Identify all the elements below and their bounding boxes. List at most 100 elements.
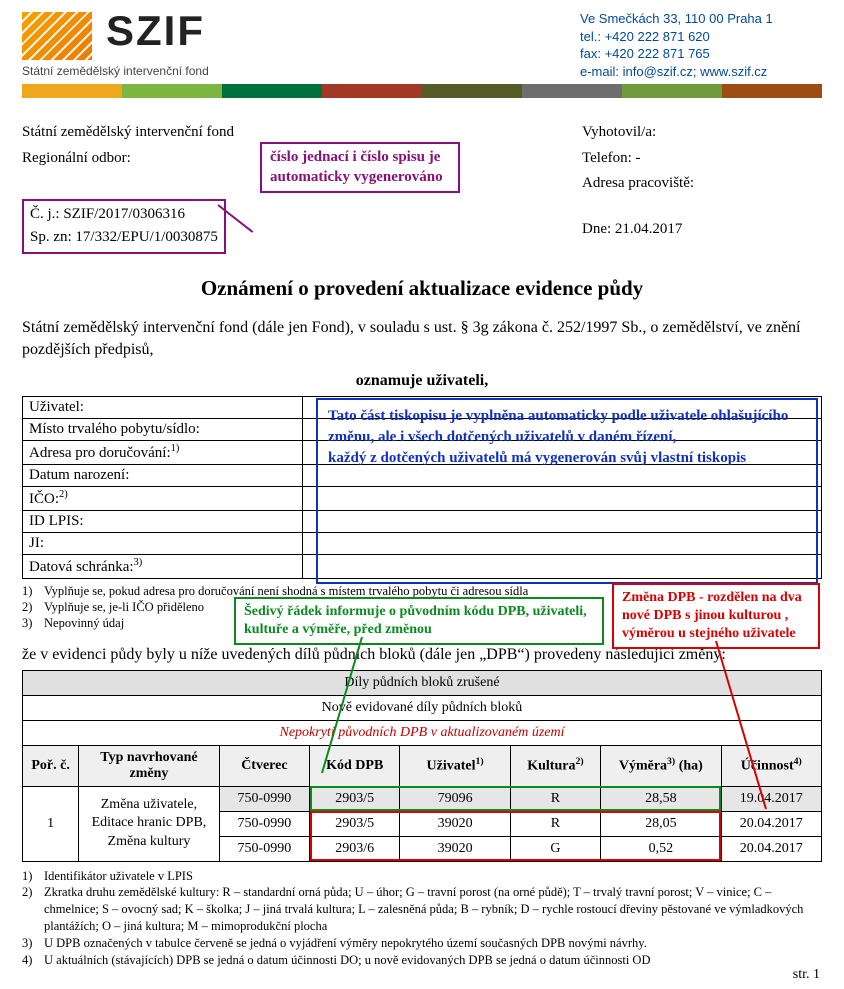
cell-ctverec: 750-0990	[219, 786, 309, 811]
foot-notes: 1)Identifikátor uživatele v LPIS2)Zkratk…	[22, 868, 822, 969]
col-vymera-unit: (ha)	[675, 759, 703, 774]
changes-table: Díly půdních bloků zrušené Nově evidovan…	[22, 670, 822, 862]
callout-green-text: Šedivý řádek informuje o původním kódu D…	[244, 604, 587, 637]
user-row-label: Uživatel:	[23, 396, 303, 418]
page-title: Oznámení o provedení aktualizace evidenc…	[22, 276, 822, 301]
col-uzivatel: Uživatel1)	[400, 745, 510, 786]
header: SZIF Státní zemědělský intervenční fond …	[0, 0, 844, 100]
callout-magenta-text: číslo jednací i číslo spisu je automatic…	[270, 149, 443, 185]
top-right-col: Vyhotovil/a: Telefon: - Adresa pracovišt…	[582, 120, 822, 254]
stripe-seg	[222, 84, 322, 98]
user-row-label: Adresa pro doručování:1)	[23, 440, 303, 464]
cell-ucin: 19.04.2017	[721, 786, 821, 811]
stripe-seg	[622, 84, 722, 98]
stripe-seg	[522, 84, 622, 98]
stripe-seg	[722, 84, 822, 98]
top-info: Státní zemědělský intervenční fond Regio…	[22, 120, 822, 254]
reference-box: Č. j.: SZIF/2017/0306316 Sp. zn: 17/332/…	[22, 199, 226, 254]
sp-line: Sp. zn: 17/332/EPU/1/0030875	[30, 226, 218, 249]
contact-email-line: e-mail: info@szif.cz; www.szif.cz	[580, 63, 773, 81]
dne-label: Dne:	[582, 221, 615, 237]
user-row-label: Místo trvalého pobytu/sídlo:	[23, 418, 303, 440]
changes-table-wrap: Díly půdních bloků zrušené Nově evidovan…	[22, 670, 822, 862]
cell-kult: G	[510, 836, 600, 861]
user-table-wrap: Uživatel:Místo trvalého pobytu/sídlo:Adr…	[22, 396, 822, 579]
cell-kult: R	[510, 811, 600, 836]
announce-text: oznamuje uživateli,	[22, 372, 822, 390]
row-type: Změna uživatele,Editace hranic DPB,Změna…	[79, 786, 220, 861]
contact-www-link[interactable]: www.szif.cz	[700, 64, 767, 79]
col-vymera-label: Výměra	[619, 759, 667, 774]
stripe-seg	[22, 84, 122, 98]
logo-subtitle: Státní zemědělský intervenční fond	[22, 64, 209, 78]
cell-ucin: 20.04.2017	[721, 836, 821, 861]
cell-vym: 28,05	[601, 811, 721, 836]
user-row-label: Datum narození:	[23, 464, 303, 486]
callout-blue: Tato část tiskopisu je vyplněna automati…	[316, 398, 818, 584]
telefon-line: Telefon: -	[582, 146, 822, 172]
contact-fax: fax: +420 222 871 765	[580, 45, 773, 63]
cj-label: Č. j.:	[30, 206, 63, 222]
cell-kod: 2903/6	[310, 836, 400, 861]
cell-uziv: 39020	[400, 811, 510, 836]
dne-value: 21.04.2017	[615, 221, 683, 237]
user-row-label: JI:	[23, 532, 303, 554]
col-ucinnost-label: Účinnost	[741, 759, 794, 774]
contact-fax-label: fax:	[580, 46, 605, 61]
cell-kult: R	[510, 786, 600, 811]
logo-mark-icon	[22, 12, 92, 60]
band-cancelled: Díly půdních bloků zrušené	[23, 670, 822, 695]
contact-block: Ve Smečkách 33, 110 00 Praha 1 tel.: +42…	[580, 10, 773, 80]
col-kod: Kód DPB	[310, 745, 400, 786]
sup: 1)	[475, 756, 483, 767]
cj-line: Č. j.: SZIF/2017/0306316	[30, 203, 218, 226]
color-stripe	[22, 84, 822, 98]
col-uzivatel-label: Uživatel	[427, 759, 476, 774]
intro-text: Státní zemědělský intervenční fond (dále…	[22, 317, 822, 362]
col-kultura-label: Kultura	[527, 759, 575, 774]
sup: 4)	[794, 756, 802, 767]
col-kultura: Kultura2)	[510, 745, 600, 786]
contact-email-link[interactable]: info@szif.cz	[623, 64, 693, 79]
contact-fax-value: +420 222 871 765	[605, 46, 710, 61]
callout-magenta: číslo jednací i číslo spisu je automatic…	[260, 142, 460, 193]
cell-kod: 2903/5	[310, 786, 400, 811]
logo-acronym: SZIF	[106, 12, 205, 50]
sp-value: 17/332/EPU/1/0030875	[75, 229, 218, 245]
logo: SZIF	[22, 12, 205, 60]
spacer	[582, 197, 822, 217]
page-number: str. 1	[793, 967, 820, 983]
stripe-seg	[122, 84, 222, 98]
row-num: 1	[23, 786, 79, 861]
sup: 3)	[667, 756, 675, 767]
page-content: Státní zemědělský intervenční fond Regio…	[0, 100, 844, 989]
col-typ: Typ navrhované změny	[79, 745, 220, 786]
cell-uziv: 79096	[400, 786, 510, 811]
cj-value: SZIF/2017/0306316	[63, 206, 185, 222]
sup: 2)	[575, 756, 583, 767]
band-new: Nově evidované díly půdních bloků	[23, 695, 822, 720]
stripe-seg	[422, 84, 522, 98]
contact-tel: tel.: +420 222 871 620	[580, 28, 773, 46]
col-ucinnost: Účinnost4)	[721, 745, 821, 786]
callout-green: Šedivý řádek informuje o původním kódu D…	[234, 597, 604, 645]
region-label: Regionální odbor:	[22, 150, 131, 166]
dne-line: Dne: 21.04.2017	[582, 217, 822, 243]
vyhotovil-line: Vyhotovil/a:	[582, 120, 822, 146]
contact-address: Ve Smečkách 33, 110 00 Praha 1	[580, 10, 773, 28]
top-left-col: Státní zemědělský intervenční fond Regio…	[22, 120, 582, 254]
contact-tel-value: +420 222 871 620	[605, 29, 710, 44]
cell-vym: 28,58	[601, 786, 721, 811]
col-por: Poř. č.	[23, 745, 79, 786]
cell-uziv: 39020	[400, 836, 510, 861]
logo-text: SZIF	[106, 12, 205, 50]
cell-kod: 2903/5	[310, 811, 400, 836]
band-uncovered: Nepokrytí původních DPB v aktualizovaném…	[23, 720, 822, 745]
stripe-seg	[322, 84, 422, 98]
user-row-label: IČO:2)	[23, 486, 303, 510]
user-row-label: ID LPIS:	[23, 510, 303, 532]
notes-wrap: 1)Vyplňuje se, pokud adresa pro doručová…	[22, 583, 822, 632]
user-row-label: Datová schránka:3)	[23, 554, 303, 578]
adresa-line: Adresa pracoviště:	[582, 171, 822, 197]
contact-tel-label: tel.:	[580, 29, 605, 44]
